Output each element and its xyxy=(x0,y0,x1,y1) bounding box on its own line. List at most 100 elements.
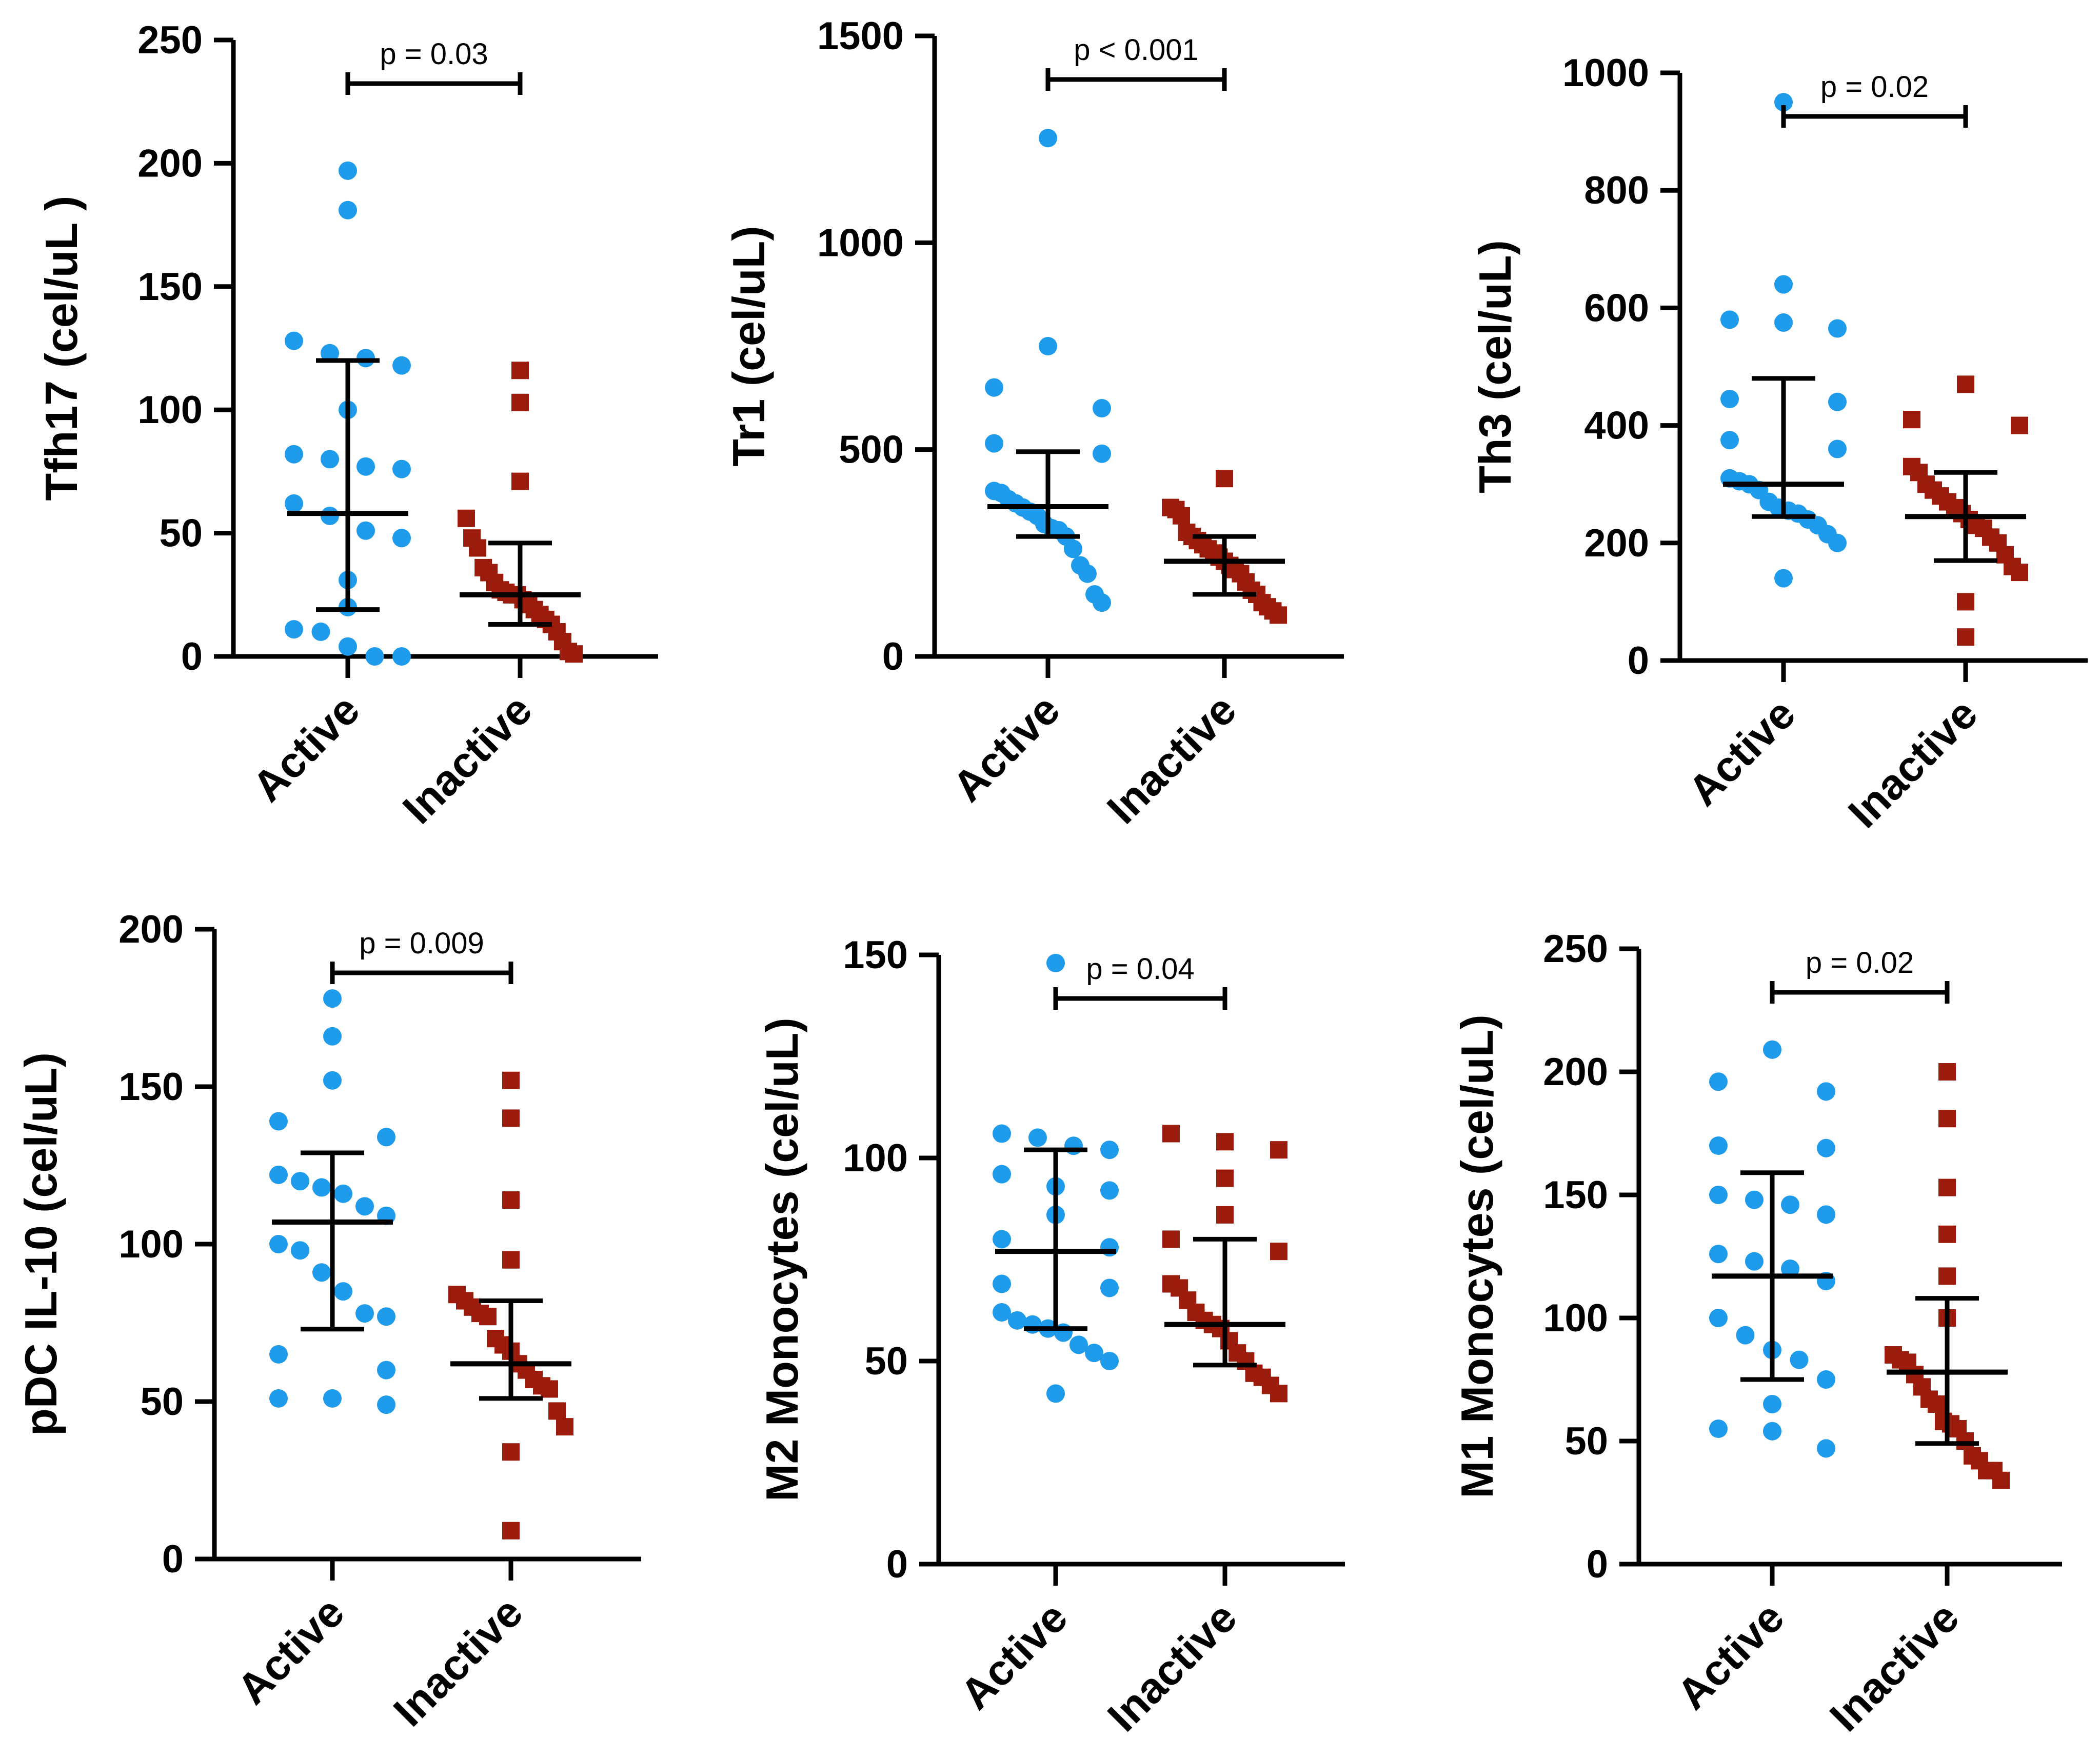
data-point-active xyxy=(985,378,1003,397)
data-point-active xyxy=(1039,129,1057,148)
data-point-inactive xyxy=(502,1071,520,1089)
data-point-active xyxy=(1720,310,1739,329)
y-axis-label: M2 Monocytes (cel/uL) xyxy=(757,1017,807,1502)
data-point-active xyxy=(1774,569,1793,588)
y-tick-label: 100 xyxy=(137,388,203,432)
y-axis-label: Tr1 (cel/uL) xyxy=(723,226,774,466)
data-point-active xyxy=(1709,1072,1728,1091)
data-point-inactive xyxy=(1216,1133,1234,1151)
data-point-active xyxy=(1709,1245,1728,1264)
data-point-inactive xyxy=(1162,1230,1180,1248)
data-point-active xyxy=(323,1027,342,1046)
data-point-inactive xyxy=(511,393,529,411)
data-point-active xyxy=(291,1172,309,1191)
data-point-inactive xyxy=(1216,1169,1234,1187)
y-tick-label: 100 xyxy=(1543,1296,1608,1340)
data-point-active xyxy=(993,1124,1011,1143)
data-point-active xyxy=(355,1304,374,1323)
data-point-active xyxy=(1093,593,1111,612)
y-tick-label: 500 xyxy=(839,428,904,472)
y-axis-label: M1 Monocytes (cel/uL) xyxy=(1452,1014,1502,1498)
data-point-inactive xyxy=(1270,1243,1287,1261)
data-point-active xyxy=(1781,1195,1799,1214)
data-point-active xyxy=(1828,319,1847,338)
data-point-active xyxy=(339,201,357,219)
data-point-inactive xyxy=(469,539,487,557)
data-point-active xyxy=(1720,431,1739,450)
data-point-inactive xyxy=(548,1402,566,1420)
data-point-inactive xyxy=(1216,1206,1234,1224)
y-tick-label: 200 xyxy=(118,908,184,951)
data-point-active xyxy=(392,529,411,548)
data-point-active xyxy=(1078,564,1097,583)
data-point-active xyxy=(1100,1141,1119,1160)
data-point-active xyxy=(1709,1186,1728,1204)
data-point-active xyxy=(1781,1260,1799,1278)
data-point-active xyxy=(323,1071,342,1090)
data-point-active xyxy=(1763,1395,1781,1413)
data-point-inactive xyxy=(502,1191,520,1209)
data-point-active xyxy=(1709,1309,1728,1327)
y-tick-label: 100 xyxy=(118,1223,184,1266)
data-point-active xyxy=(1093,399,1111,417)
data-point-active xyxy=(392,356,411,375)
y-axis-label: Th3 (cel/uL) xyxy=(1470,240,1520,493)
data-point-inactive xyxy=(541,1380,558,1398)
data-point-active xyxy=(1023,1315,1042,1334)
data-point-active xyxy=(1790,1350,1809,1369)
y-tick-label: 150 xyxy=(843,933,908,977)
data-point-inactive xyxy=(556,1418,573,1436)
data-point-active xyxy=(377,1361,395,1380)
data-point-active xyxy=(269,1165,288,1184)
y-tick-label: 1000 xyxy=(1562,51,1649,95)
data-point-active xyxy=(1709,1136,1728,1155)
data-point-inactive xyxy=(1938,1063,1956,1081)
y-tick-label: 0 xyxy=(882,635,904,678)
data-point-active xyxy=(321,450,339,469)
y-axis-label: pDC IL-10 (cel/uL) xyxy=(15,1052,66,1436)
data-point-inactive xyxy=(502,1443,520,1461)
data-point-active xyxy=(1745,1252,1764,1271)
data-point-active xyxy=(334,1282,352,1301)
data-point-active xyxy=(377,1128,395,1147)
y-tick-label: 200 xyxy=(137,142,203,185)
data-point-active xyxy=(985,434,1003,453)
y-tick-label: 150 xyxy=(118,1065,184,1109)
data-point-inactive xyxy=(479,1308,497,1326)
data-point-active xyxy=(356,457,375,476)
y-tick-label: 1000 xyxy=(817,221,904,265)
data-point-active xyxy=(1064,1136,1083,1155)
y-tick-label: 0 xyxy=(1587,1543,1608,1586)
data-point-active xyxy=(1763,1040,1781,1059)
y-tick-label: 400 xyxy=(1584,404,1649,448)
data-point-active xyxy=(993,1303,1011,1322)
data-point-active xyxy=(291,1241,309,1260)
y-tick-label: 50 xyxy=(1564,1420,1608,1463)
data-point-active xyxy=(312,1263,331,1282)
y-tick-label: 100 xyxy=(843,1136,908,1180)
data-point-active xyxy=(285,445,303,464)
y-tick-label: 0 xyxy=(162,1537,184,1581)
data-point-inactive xyxy=(1938,1225,1956,1243)
y-axis-label: Tfh17 (cel/uL ) xyxy=(36,196,87,501)
data-point-active xyxy=(993,1165,1011,1184)
data-point-active xyxy=(356,521,375,540)
y-tick-label: 150 xyxy=(1543,1173,1608,1217)
y-tick-label: 0 xyxy=(181,635,203,678)
data-point-active xyxy=(1720,390,1739,409)
y-tick-label: 0 xyxy=(1628,639,1649,683)
y-tick-label: 50 xyxy=(159,512,203,555)
data-point-inactive xyxy=(502,1109,520,1127)
y-tick-label: 200 xyxy=(1543,1050,1608,1094)
data-point-active xyxy=(1039,337,1057,355)
data-point-inactive xyxy=(1162,1125,1180,1143)
data-point-active xyxy=(269,1345,288,1364)
data-point-inactive xyxy=(1992,1471,2010,1489)
data-point-active xyxy=(285,331,303,350)
data-point-inactive xyxy=(502,1251,520,1269)
data-point-active xyxy=(1774,313,1793,332)
data-point-active xyxy=(356,349,375,368)
data-point-inactive xyxy=(2011,564,2028,582)
data-point-inactive xyxy=(502,1522,520,1540)
